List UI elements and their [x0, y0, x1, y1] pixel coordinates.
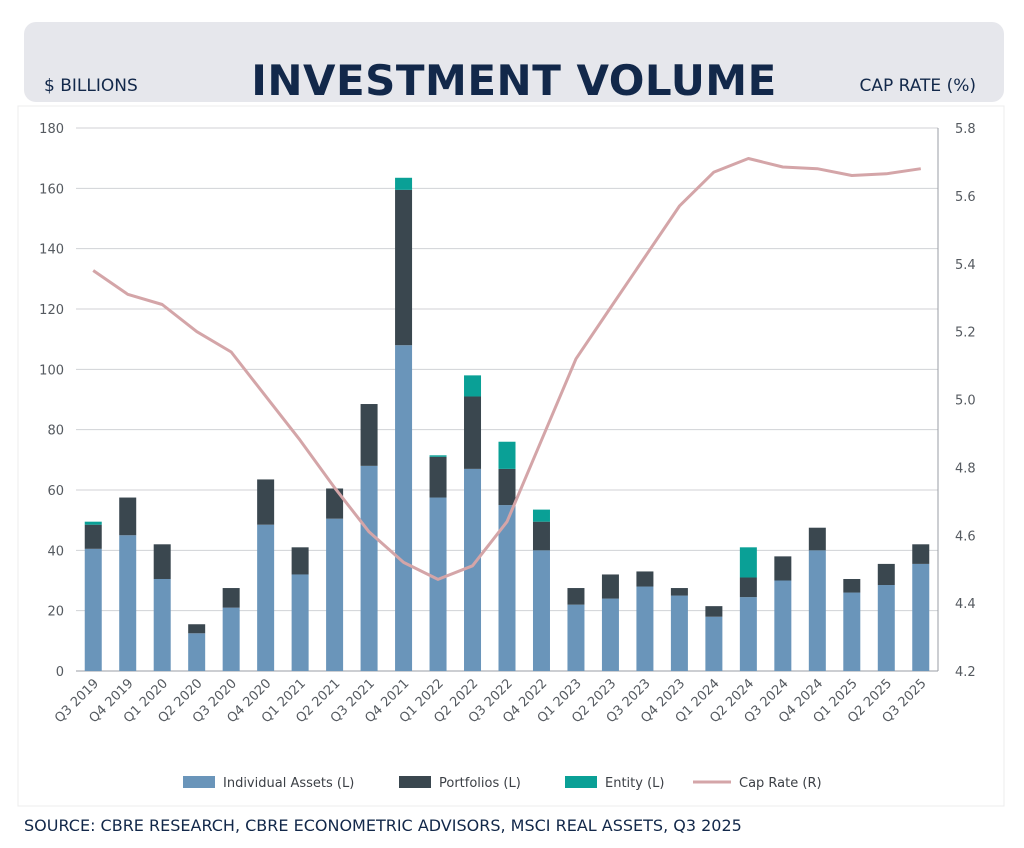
bar-entity: [739, 547, 757, 578]
bar-portfolios: [119, 497, 137, 536]
bar-portfolios: [670, 588, 688, 596]
bar-portfolios: [774, 556, 792, 581]
bar-portfolios: [153, 544, 171, 579]
right-tick-label: 4.2: [955, 665, 976, 680]
bar-portfolios: [395, 189, 413, 346]
source-note: SOURCE: CBRE RESEARCH, CBRE ECONOMETRIC …: [24, 816, 742, 835]
left-tick-label: 100: [39, 363, 64, 378]
bar-individual-assets: [601, 598, 619, 671]
legend-individual-assets-swatch: [183, 776, 215, 788]
bar-individual-assets: [877, 585, 895, 671]
bar-individual-assets: [119, 535, 137, 671]
bar-individual-assets: [843, 592, 861, 671]
right-tick-label: 4.6: [955, 529, 976, 544]
legend-cap-rate-label: Cap Rate (R): [739, 776, 822, 791]
bar-entity: [498, 441, 516, 469]
bar-portfolios: [877, 563, 895, 586]
legend-portfolios-label: Portfolios (L): [439, 776, 521, 791]
bar-portfolios: [429, 456, 447, 498]
bar-individual-assets: [774, 580, 792, 671]
right-tick-label: 5.8: [955, 122, 976, 137]
cap-rate-line: [92, 157, 922, 581]
bar-individual-assets: [705, 616, 723, 671]
bar-portfolios: [532, 521, 550, 551]
right-tick-label: 5.0: [955, 394, 976, 409]
bar-individual-assets: [808, 550, 826, 671]
bar-portfolios: [188, 624, 206, 634]
left-tick-label: 80: [47, 424, 64, 439]
bar-portfolios: [636, 571, 654, 587]
bar-individual-assets: [326, 518, 344, 671]
bar-individual-assets: [498, 505, 516, 671]
legend-entity-swatch: [565, 776, 597, 788]
bar-individual-assets: [84, 548, 102, 671]
bar-portfolios: [705, 606, 723, 617]
left-axis-note: $ BILLIONS: [44, 76, 138, 96]
bar-portfolios: [326, 488, 344, 519]
left-tick-label: 20: [47, 605, 64, 620]
bar-individual-assets: [912, 563, 930, 671]
bar-individual-assets: [532, 550, 550, 671]
bar-individual-assets: [222, 607, 240, 671]
bar-entity: [429, 455, 447, 457]
bar-portfolios: [808, 527, 826, 551]
bar-individual-assets: [291, 574, 309, 671]
bar-individual-assets: [739, 597, 757, 671]
bar-individual-assets: [395, 345, 413, 671]
right-tick-label: 5.6: [955, 190, 976, 205]
bar-entity: [84, 521, 102, 525]
bar-portfolios: [739, 577, 757, 598]
bar-individual-assets: [670, 595, 688, 671]
bar-individual-assets: [153, 578, 171, 671]
bar-individual-assets: [567, 604, 585, 671]
bar-entity: [464, 375, 482, 397]
chart-title: INVESTMENT VOLUME: [251, 56, 777, 105]
bar-entity: [532, 509, 550, 522]
bar-individual-assets: [429, 497, 447, 671]
left-tick-label: 140: [39, 243, 64, 258]
bar-individual-assets: [464, 468, 482, 671]
bar-portfolios: [567, 588, 585, 605]
bar-portfolios: [498, 468, 516, 506]
bar-portfolios: [464, 396, 482, 469]
bar-portfolios: [912, 544, 930, 564]
bar-portfolios: [84, 524, 102, 549]
bar-portfolios: [843, 578, 861, 593]
bar-portfolios: [291, 547, 309, 575]
legend-individual-assets-label: Individual Assets (L): [223, 776, 354, 791]
bar-individual-assets: [636, 586, 654, 671]
left-tick-label: 180: [39, 122, 64, 137]
bar-portfolios: [222, 588, 240, 608]
right-tick-label: 5.4: [955, 258, 976, 273]
chart-frame: [17, 105, 1005, 807]
bar-individual-assets: [360, 465, 378, 671]
bar-portfolios: [601, 574, 619, 599]
left-tick-label: 120: [39, 303, 64, 318]
bar-portfolios: [360, 404, 378, 466]
right-tick-label: 4.8: [955, 461, 976, 476]
right-axis-note: CAP RATE (%): [859, 76, 976, 96]
right-tick-label: 5.2: [955, 326, 976, 341]
header-panel: INVESTMENT VOLUME: [24, 22, 1004, 105]
bar-individual-assets: [257, 524, 275, 671]
left-tick-label: 40: [47, 544, 64, 559]
bar-entity: [395, 177, 413, 190]
bar-portfolios: [257, 479, 275, 525]
left-tick-label: 60: [47, 484, 64, 499]
left-tick-label: 160: [39, 182, 64, 197]
right-tick-label: 4.4: [955, 597, 976, 612]
legend-portfolios-swatch: [399, 776, 431, 788]
legend-entity-label: Entity (L): [605, 776, 664, 791]
bar-individual-assets: [188, 633, 206, 671]
left-tick-label: 0: [56, 665, 64, 680]
investment-volume-chart: 0 20 40 60 80 100 120 140 160 180 4.2 4.4 4.6 4.8 5.0 5…: [17, 105, 1005, 807]
